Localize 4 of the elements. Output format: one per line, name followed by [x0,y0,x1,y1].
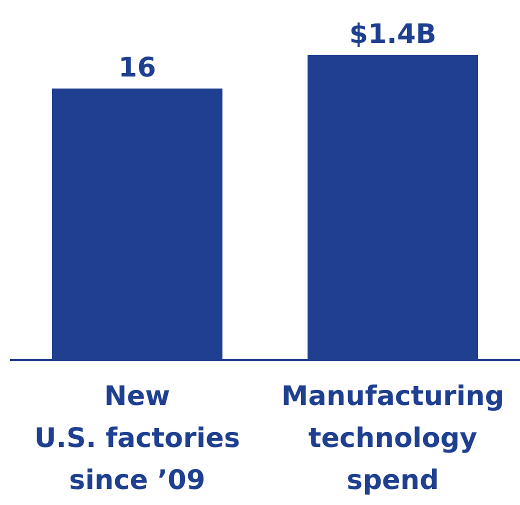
x-tick-label: Manufacturing technology spend [281,381,504,496]
x-tick-label: New U.S. factories since ’09 [34,381,240,496]
annotation: 16 [118,52,156,84]
annotation: $1.4B [349,19,436,50]
